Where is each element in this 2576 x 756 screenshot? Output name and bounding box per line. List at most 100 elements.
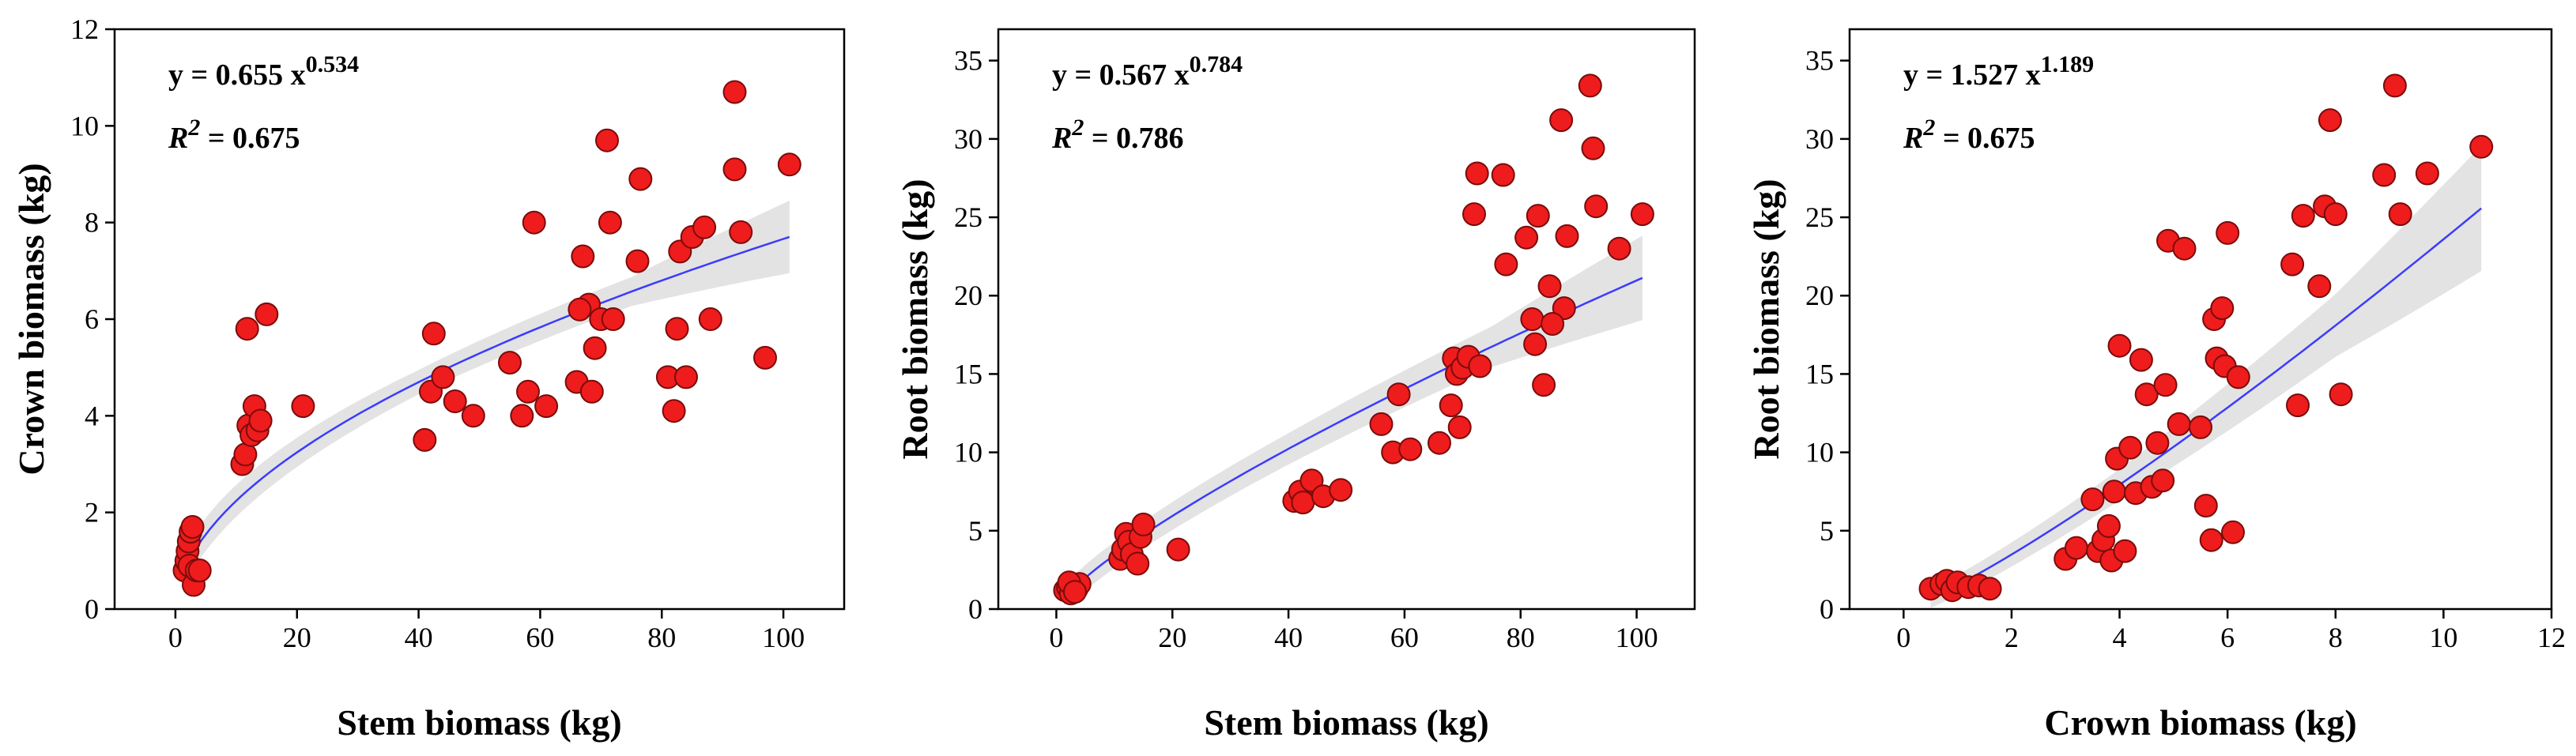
data-point [2080,487,2105,512]
data-point [1523,332,1548,356]
data-point [461,404,485,428]
data-point [595,128,619,152]
data-point [235,317,259,341]
y-tick-label: 20 [1805,280,1834,311]
data-point [1584,194,1609,219]
data-point [248,408,273,433]
data-point [2113,539,2137,563]
data-point [2318,108,2342,133]
data-point [601,307,625,331]
data-point [1552,296,1576,321]
data-point [722,157,747,182]
data-point [1398,437,1423,461]
fit-equation-base: y = 0.567 x [1052,58,1190,92]
r-squared-superscript: 2 [187,115,200,141]
confidence-band [1068,235,1643,607]
data-point [2469,134,2494,159]
y-tick-label: 4 [85,400,99,431]
data-point [674,365,698,389]
chart-panel-3: 0 2 4 6 8 10 12 0 5 10 15 20 25 30 35 Crown biomass (kg… [1746,28,2566,743]
data-point [2216,220,2240,245]
y-tick-label: 35 [954,45,983,77]
data-point [1462,202,1486,227]
data-point [2415,161,2439,186]
data-point [568,297,592,322]
x-tick-label: 4 [2113,622,2127,653]
x-tick-label: 0 [1049,622,1063,653]
data-point [2167,412,2191,436]
y-tick-label: 5 [1820,515,1834,547]
x-tick-label: 0 [1896,622,1910,653]
x-axis-title: Stem biomass (kg) [337,702,621,743]
y-tick-label: 10 [1805,437,1834,468]
data-point [2129,348,2153,372]
y-axis-title: Root biomass (kg) [895,179,935,459]
data-point [510,404,534,428]
data-point [1541,312,1565,336]
data-point [579,379,604,404]
data-point [1439,393,1463,418]
data-point [291,394,315,419]
y-tick-label: 15 [954,358,983,389]
data-point [255,302,279,326]
r-squared-value: = 0.675 [200,122,300,155]
data-point [1062,580,1087,604]
chart-panel-1: 0 20 40 60 80 100 0 2 4 6 8 10 12 Stem biomass (kg) Cr… [11,13,846,743]
data-point [1532,373,1556,397]
fit-equation-base: y = 0.655 x [168,58,306,92]
data-point [522,210,546,235]
data-point [1447,415,1472,439]
r-squared-superscript: 2 [1071,115,1084,141]
y-tick-label: 12 [70,13,99,45]
data-point [571,244,595,269]
data-point [2323,202,2348,227]
data-point [1520,307,1544,331]
data-points [172,80,801,597]
confidence-band [1930,145,2482,608]
r-squared-symbol: R [1903,122,1923,155]
y-tick-label: 15 [1805,358,1834,389]
data-point [1526,204,1550,228]
fit-line [187,235,790,564]
data-points [1918,73,2494,603]
data-point [2102,480,2126,504]
x-tick-label: 20 [1158,622,1186,653]
data-point [1291,491,1315,515]
y-tick-label: 25 [1805,201,1834,233]
data-point [2064,536,2088,560]
data-point [2189,415,2212,439]
data-point [1978,577,2002,601]
fit-equation: y = 1.527 x1.189 [1903,51,2094,92]
x-tick-label: 12 [2537,622,2566,653]
data-point [2382,73,2407,98]
data-point [2329,382,2353,407]
data-point [2151,468,2175,493]
data-point [2388,202,2412,227]
r-squared-value: = 0.675 [1935,122,2035,155]
data-point [2118,435,2143,460]
data-point [180,515,205,539]
data-point [1428,431,1451,455]
data-points [1053,73,1654,606]
x-tick-label: 100 [762,622,805,653]
y-tick-label: 6 [85,303,99,335]
x-tick-label: 40 [405,622,433,653]
data-point [1581,136,1605,160]
y-tick-label: 10 [954,437,983,468]
x-tick-label: 80 [647,622,676,653]
r-squared-label: R2 = 0.675 [1903,115,2035,155]
data-point [1468,354,1492,378]
data-point [625,249,650,273]
data-point [1549,108,1574,133]
data-point [1494,252,1518,276]
data-point [662,399,686,423]
data-point [187,559,212,583]
x-tick-label: 20 [283,622,311,653]
fit-equation-exponent: 0.784 [1190,51,1243,77]
data-point [1578,73,1602,98]
data-point [1607,236,1631,261]
data-point [753,345,777,370]
y-axis-title: Root biomass (kg) [1746,179,1786,459]
data-point [2172,236,2197,261]
